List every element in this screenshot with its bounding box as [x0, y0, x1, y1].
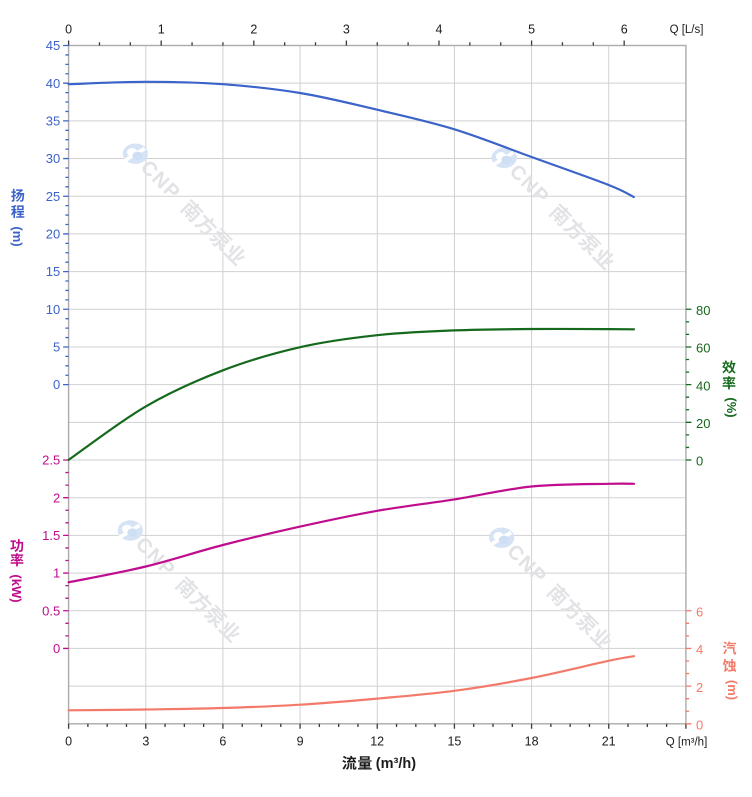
svg-text:15: 15 — [46, 264, 60, 279]
svg-text:0: 0 — [65, 22, 72, 36]
svg-text:60: 60 — [696, 341, 710, 356]
svg-text:0: 0 — [65, 735, 72, 749]
svg-text:0: 0 — [53, 641, 60, 656]
svg-text:35: 35 — [46, 114, 60, 129]
svg-text:(m³/h): (m³/h) — [376, 756, 416, 772]
svg-text:9: 9 — [297, 735, 304, 749]
svg-text:2.5: 2.5 — [42, 453, 60, 468]
svg-text:6: 6 — [696, 605, 703, 620]
svg-text:20: 20 — [696, 416, 710, 431]
svg-text:0: 0 — [696, 718, 703, 733]
svg-text:45: 45 — [46, 38, 60, 53]
svg-text:12: 12 — [370, 735, 384, 749]
svg-text:18: 18 — [525, 735, 539, 749]
svg-text:80: 80 — [696, 303, 710, 318]
svg-text:30: 30 — [46, 151, 60, 166]
svg-text:1: 1 — [53, 566, 60, 581]
svg-text:(kW): (kW) — [9, 574, 24, 602]
svg-text:6: 6 — [219, 735, 226, 749]
svg-text:2: 2 — [696, 680, 703, 695]
svg-text:0.5: 0.5 — [42, 603, 60, 618]
svg-text:10: 10 — [46, 302, 60, 317]
svg-text:40: 40 — [696, 378, 710, 393]
svg-text:0: 0 — [696, 454, 703, 469]
svg-text:5: 5 — [53, 340, 60, 355]
svg-text:(m): (m) — [725, 680, 740, 700]
svg-text:3: 3 — [343, 22, 350, 36]
svg-text:4: 4 — [696, 642, 703, 657]
svg-text:1.5: 1.5 — [42, 528, 60, 543]
svg-text:Q [L/s]: Q [L/s] — [670, 24, 704, 36]
svg-text:Q [m³/h]: Q [m³/h] — [666, 736, 708, 748]
svg-text:40: 40 — [46, 76, 60, 91]
svg-text:4: 4 — [436, 22, 443, 36]
svg-text:(m): (m) — [10, 226, 25, 246]
svg-text:2: 2 — [53, 490, 60, 505]
svg-text:20: 20 — [46, 227, 60, 242]
svg-text:3: 3 — [142, 735, 149, 749]
svg-text:6: 6 — [621, 22, 628, 36]
svg-text:5: 5 — [528, 22, 535, 36]
svg-text:15: 15 — [447, 735, 461, 749]
svg-text:0: 0 — [53, 377, 60, 392]
svg-text:25: 25 — [46, 189, 60, 204]
svg-text:1: 1 — [158, 22, 165, 36]
svg-text:(%): (%) — [724, 397, 739, 417]
svg-text:21: 21 — [602, 735, 616, 749]
svg-text:2: 2 — [250, 22, 257, 36]
